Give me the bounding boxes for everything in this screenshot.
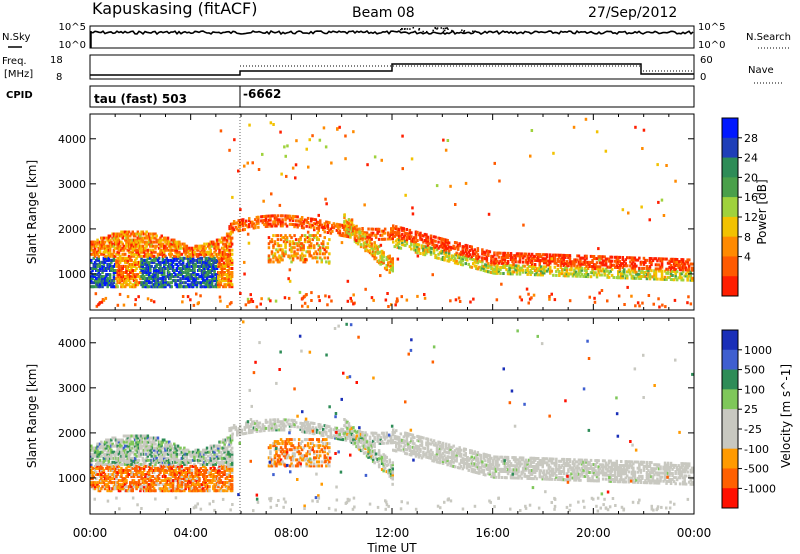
nsky-tick-bottom: 10^0: [59, 40, 86, 51]
beam-title: Beam 08: [352, 5, 415, 21]
colorbar-swatch: [722, 409, 738, 430]
cpid-label: CPID: [6, 90, 33, 101]
nsearch-label: N.Search: [746, 32, 791, 43]
colorbar-tick-label: 16: [744, 191, 758, 204]
date-title: 27/Sep/2012: [588, 5, 677, 21]
colorbar-tick-label: -100: [744, 443, 769, 456]
y-tick-label: 2000: [58, 427, 86, 440]
nsky-trace: [90, 27, 694, 48]
velocity-colorbar-label: Velocity [m s^-1]: [779, 364, 793, 468]
colorbar-swatch: [722, 349, 738, 371]
freq-unit: [MHz]: [4, 69, 33, 80]
x-tick-label: 04:00: [173, 526, 208, 540]
colorbar-swatch: [722, 236, 738, 257]
velocity-data-cells: [90, 320, 694, 513]
nave-tick-top: 60: [700, 55, 713, 66]
velocity-colorbar: 1000 500 100 25 -25 -100 -500 -1000: [721, 329, 776, 509]
time-axis-title: Time UT: [366, 541, 417, 554]
colorbar-swatch: [722, 197, 738, 218]
time-axis-labels: 00:00 04:00 08:00 12:00 16:00 20:00 00:00: [73, 526, 712, 540]
colorbar-swatch: [722, 428, 738, 450]
colorbar-tick-label: 20: [744, 171, 758, 184]
x-tick-label: 08:00: [274, 526, 309, 540]
nsearch-tick-bottom: 10^0: [698, 40, 725, 51]
station-title: Kapuskasing (fitACF): [92, 0, 257, 18]
colorbar-tick-label: -1000: [744, 482, 776, 495]
colorbar-swatch: [722, 137, 738, 159]
colorbar-swatch: [722, 256, 738, 277]
colorbar-swatch: [722, 157, 738, 178]
colorbar-tick-label: -25: [744, 423, 762, 436]
colorbar-tick-label: 25: [744, 403, 758, 416]
nave-label: Nave: [748, 65, 774, 76]
freq-label: Freq.: [2, 56, 27, 67]
power-colorbar: 28 24 20 16 12 8 4: [721, 117, 758, 297]
x-tick-label: 12:00: [375, 526, 410, 540]
nave-tick-bottom: 0: [700, 72, 706, 83]
colorbar-tick-label: 1000: [744, 344, 772, 357]
nsky-panel: N.Sky 10^5 10^0 10^5 10^0 N.Search: [2, 22, 791, 51]
colorbar-swatch: [722, 369, 738, 390]
colorbar-tick-label: 4: [744, 251, 751, 264]
freq-tick-top: 18: [50, 55, 63, 66]
colorbar-swatch: [722, 448, 738, 469]
power-x-ticks: [89, 114, 695, 310]
cpid-mode: tau (fast) 503: [94, 92, 187, 106]
y-tick-label: 1000: [58, 472, 86, 485]
colorbar-swatch: [722, 330, 738, 351]
y-tick-label: 3000: [58, 382, 86, 395]
colorbar-swatch: [722, 389, 738, 410]
nsearch-tick-top: 10^5: [698, 22, 725, 33]
x-tick-label: 20:00: [576, 526, 611, 540]
velocity-y-axis: 1000 2000 3000 4000: [58, 337, 694, 485]
colorbar-swatch: [722, 118, 738, 139]
freq-panel: Freq. [MHz] 18 8 60 0 Nave: [2, 54, 782, 84]
nave-trace: [240, 65, 694, 72]
colorbar-swatch: [722, 488, 738, 509]
nsky-label: N.Sky: [2, 32, 30, 43]
nsky-tick-top: 10^5: [59, 22, 86, 33]
power-data-cells: [90, 117, 694, 309]
power-ylabel: Slant Range [km]: [25, 160, 39, 264]
velocity-panel: 1000 2000 3000 4000 Slant Range [km]: [25, 317, 695, 515]
colorbar-tick-label: 12: [744, 211, 758, 224]
freq-trace: [90, 63, 694, 76]
cpid-value: -6662: [243, 87, 281, 101]
y-tick-label: 2000: [58, 223, 86, 236]
power-panel: 1000 2000 3000 4000 Slant Range [km]: [25, 113, 695, 311]
colorbar-tick-label: -500: [744, 463, 769, 476]
x-tick-label: 00:00: [677, 526, 712, 540]
colorbar-tick-label: 28: [744, 132, 758, 145]
colorbar-tick-label: 100: [744, 383, 765, 396]
cpid-panel: CPID tau (fast) 503 -6662: [6, 85, 695, 108]
colorbar-swatch: [722, 216, 738, 238]
colorbar-swatch: [722, 468, 738, 489]
y-tick-label: 1000: [58, 268, 86, 281]
colorbar-swatch: [722, 276, 738, 297]
power-colorbar-label: Power [dB]: [755, 179, 769, 244]
y-tick-label: 4000: [58, 133, 86, 146]
colorbar-tick-label: 500: [744, 364, 765, 377]
y-tick-label: 3000: [58, 178, 86, 191]
colorbar-tick-label: 24: [744, 152, 758, 165]
colorbar-swatch: [722, 177, 738, 198]
x-tick-label: 00:00: [73, 526, 108, 540]
power-y-axis: 1000 2000 3000 4000: [58, 133, 694, 281]
freq-tick-bottom: 8: [56, 72, 62, 83]
y-tick-label: 4000: [58, 337, 86, 350]
velocity-ylabel: Slant Range [km]: [25, 364, 39, 468]
x-tick-label: 16:00: [475, 526, 510, 540]
colorbar-tick-label: 8: [744, 231, 751, 244]
velocity-x-ticks: [89, 318, 695, 514]
